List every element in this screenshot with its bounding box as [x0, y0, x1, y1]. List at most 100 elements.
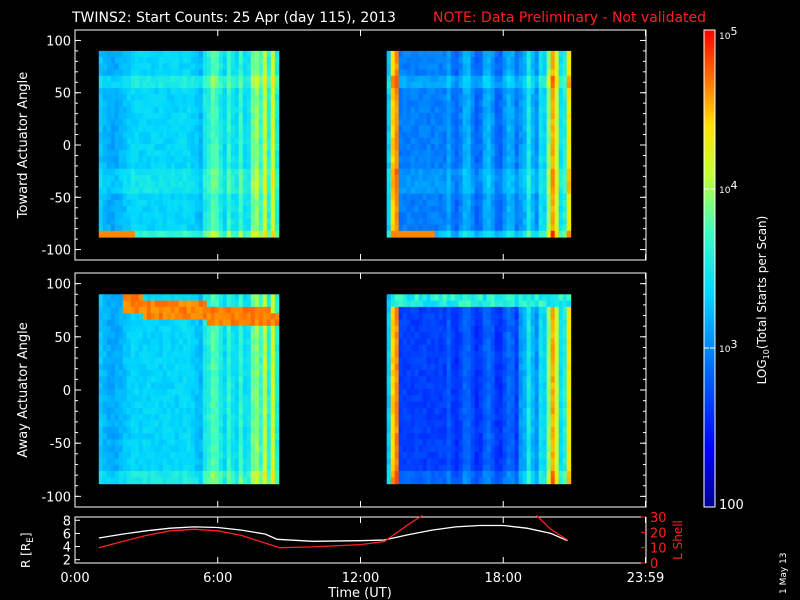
heatmap-cell [426, 294, 432, 302]
heatmap-cell [126, 100, 132, 108]
heatmap-cell [530, 94, 536, 102]
heatmap-cell [266, 131, 272, 139]
heatmap-cell [402, 325, 408, 333]
heatmap-cell [190, 69, 196, 77]
heatmap-cell [254, 464, 260, 472]
heatmap-cell [462, 162, 468, 170]
heatmap-cell [266, 338, 272, 346]
heatmap-cell [502, 199, 508, 207]
heatmap-cell [434, 187, 440, 195]
heatmap-cell [270, 388, 276, 396]
heatmap-cell [398, 187, 404, 195]
heatmap-cell [386, 351, 392, 358]
heatmap-cell [238, 458, 244, 466]
heatmap-cell [394, 57, 400, 64]
heatmap-cell [494, 300, 500, 308]
heatmap-cell [202, 452, 208, 459]
heatmap-cell [170, 100, 176, 108]
heatmap-cell [270, 325, 276, 333]
heatmap-cell [474, 464, 480, 472]
heatmap-cell [242, 125, 248, 133]
heatmap-cell [394, 63, 400, 71]
heatmap-cell [442, 370, 448, 377]
heatmap-cell [390, 294, 396, 302]
heatmap-cell [230, 338, 236, 346]
heatmap-cell [226, 75, 232, 83]
heatmap-cell [514, 212, 520, 219]
heatmap-cell [386, 125, 392, 133]
heatmap-cell [102, 407, 108, 415]
heatmap-cell [450, 181, 456, 188]
heatmap-cell [466, 218, 472, 226]
heatmap-cell [130, 119, 136, 126]
heatmap-cell [134, 351, 140, 358]
heatmap-cell [106, 338, 112, 346]
heatmap-cell [466, 471, 472, 478]
heatmap-cell [98, 212, 104, 219]
heatmap-cell [478, 119, 484, 126]
heatmap-cell [238, 420, 244, 428]
heatmap-cell [174, 388, 180, 396]
heatmap-cell [114, 106, 120, 114]
heatmap-cell [190, 332, 196, 339]
heatmap-cell [222, 193, 228, 201]
heatmap-cell [162, 69, 168, 77]
heatmap-cell [430, 187, 436, 195]
heatmap-cell [130, 94, 136, 102]
heatmap-cell [122, 137, 128, 145]
heatmap-cell [162, 426, 168, 434]
heatmap-cell [550, 81, 556, 89]
heatmap-cell [110, 363, 116, 371]
heatmap-cell [550, 156, 556, 164]
heatmap-cell [118, 57, 124, 64]
heatmap-cell [154, 199, 160, 207]
heatmap-cell [194, 439, 200, 447]
heatmap-cell [502, 100, 508, 108]
heatmap-cell [414, 332, 420, 339]
heatmap-cell [526, 119, 532, 126]
heatmap-cell [442, 395, 448, 403]
heatmap-cell [142, 224, 148, 232]
heatmap-cell [454, 407, 460, 415]
heatmap-cell [238, 125, 244, 133]
heatmap-cell [134, 433, 140, 440]
heatmap-cell [394, 351, 400, 358]
heatmap-cell [266, 325, 272, 333]
heatmap-cell [150, 370, 156, 377]
heatmap-cell [118, 162, 124, 170]
heatmap-cell [414, 119, 420, 126]
heatmap-cell [458, 50, 464, 58]
heatmap-cell [474, 414, 480, 422]
heatmap-cell [258, 344, 264, 352]
heatmap-cell [262, 175, 268, 182]
heatmap-cell [390, 426, 396, 434]
heatmap-cell [186, 181, 192, 188]
heatmap-cell [222, 445, 228, 453]
heatmap-cell [526, 106, 532, 114]
heatmap-cell [262, 187, 268, 195]
heatmap-cell [510, 206, 516, 213]
heatmap-cell [210, 306, 216, 314]
heatmap-cell [454, 137, 460, 145]
heatmap-cell [490, 300, 496, 308]
heatmap-cell [166, 69, 172, 77]
heatmap-cell [218, 325, 224, 333]
heatmap-cell [182, 382, 188, 390]
heatmap-cell [482, 471, 488, 478]
heatmap-cell [234, 63, 240, 71]
heatmap-cell [410, 75, 416, 83]
heatmap-cell [390, 344, 396, 352]
heatmap-cell [538, 100, 544, 108]
heatmap-cell [562, 206, 568, 213]
heatmap-cell [222, 112, 228, 120]
heatmap-cell [170, 162, 176, 170]
heatmap-cell [226, 294, 232, 302]
heatmap-cell [234, 363, 240, 371]
heatmap-cell [194, 294, 200, 302]
heatmap-cell [266, 351, 272, 358]
heatmap-cell [418, 181, 424, 188]
heatmap-cell [462, 75, 468, 83]
heatmap-cell [102, 112, 108, 120]
heatmap-cell [146, 401, 152, 409]
heatmap-cell [482, 75, 488, 83]
